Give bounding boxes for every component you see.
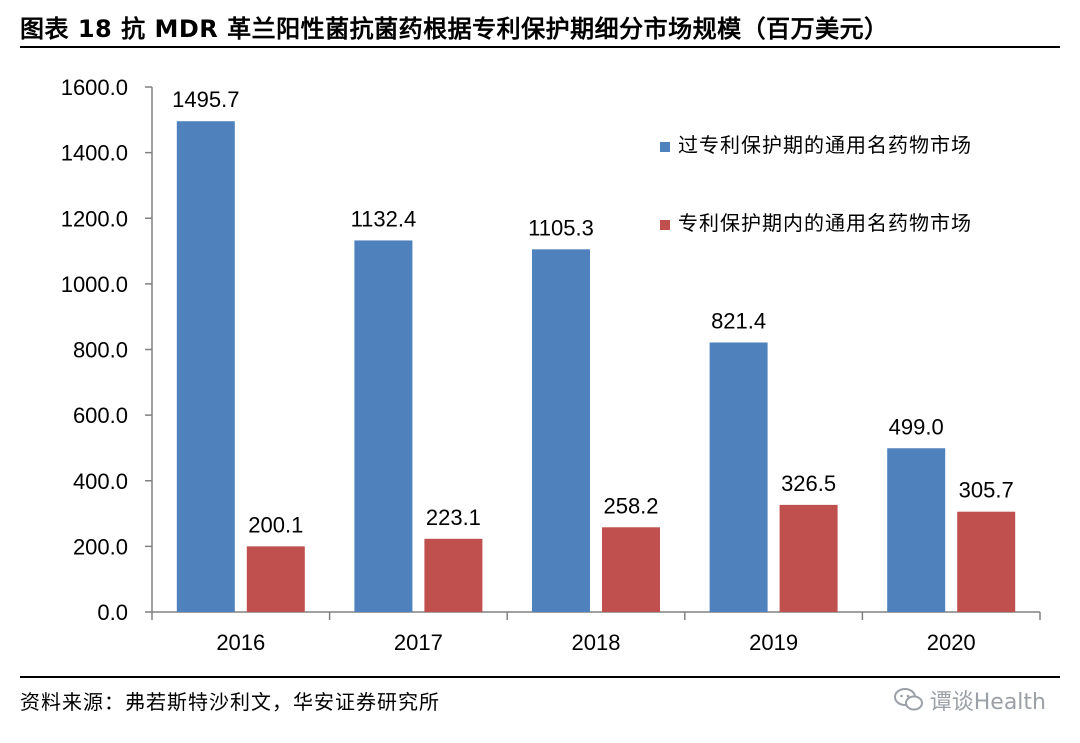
x-tick-label: 2019 [749, 630, 798, 655]
legend-swatch [660, 220, 670, 230]
data-label: 258.2 [603, 493, 658, 518]
bar-expired-patent [354, 240, 413, 612]
data-label: 305.7 [959, 478, 1014, 503]
footer: 资料来源：弗若斯特沙利文，华安证券研究所 谭谈Health [20, 676, 1060, 722]
x-tick-label: 2016 [216, 630, 265, 655]
wechat-icon [893, 688, 923, 711]
y-tick-label: 1000.0 [61, 272, 128, 297]
data-label: 200.1 [248, 512, 303, 537]
bar-in-patent [424, 538, 483, 612]
data-label: 326.5 [781, 471, 836, 496]
legend-swatch [660, 142, 670, 152]
x-tick-label: 2020 [927, 630, 976, 655]
bar-in-patent [957, 511, 1016, 612]
x-tick-label: 2017 [394, 630, 443, 655]
bar-expired-patent [176, 121, 235, 612]
data-label: 1105.3 [528, 215, 594, 240]
source-note: 资料来源：弗若斯特沙利文，华安证券研究所 [20, 690, 440, 714]
legend-label: 过专利保护期的通用名药物市场 [678, 133, 972, 157]
bar-in-patent [246, 546, 305, 612]
data-label: 499.0 [889, 414, 944, 439]
title-bar: 图表 18 抗 MDR 革兰阳性菌抗菌药根据专利保护期细分市场规模（百万美元） [20, 12, 1060, 48]
watermark-text: 谭谈Health [929, 690, 1046, 715]
chart-title: 图表 18 抗 MDR 革兰阳性菌抗菌药根据专利保护期细分市场规模（百万美元） [20, 15, 889, 43]
legend-label: 专利保护期内的通用名药物市场 [678, 211, 972, 235]
bar-expired-patent [532, 249, 590, 613]
data-label: 223.1 [426, 505, 481, 530]
y-tick-label: 800.0 [73, 338, 128, 363]
y-tick-label: 400.0 [73, 469, 128, 494]
watermark: 谭谈Health [893, 684, 1046, 716]
data-label: 1132.4 [351, 206, 417, 231]
y-tick-label: 1200.0 [61, 206, 128, 231]
bar-in-patent [602, 527, 660, 612]
bar-in-patent [779, 504, 838, 612]
bar-expired-patent [887, 448, 946, 612]
y-tick-label: 200.0 [73, 534, 128, 559]
y-tick-label: 600.0 [73, 403, 128, 428]
y-tick-label: 1400.0 [61, 141, 128, 166]
bar-chart: 0.0 200.0 400.0 600.0 800.0 1000.0 1200.0 1400.… [61, 75, 1041, 655]
bar-expired-patent [709, 342, 768, 612]
y-tick-label: 0.0 [97, 600, 128, 625]
data-label: 821.4 [711, 308, 766, 333]
data-label: 1495.7 [172, 87, 239, 112]
x-tick-label: 2018 [572, 630, 621, 655]
y-tick-label: 1600.0 [61, 75, 128, 100]
